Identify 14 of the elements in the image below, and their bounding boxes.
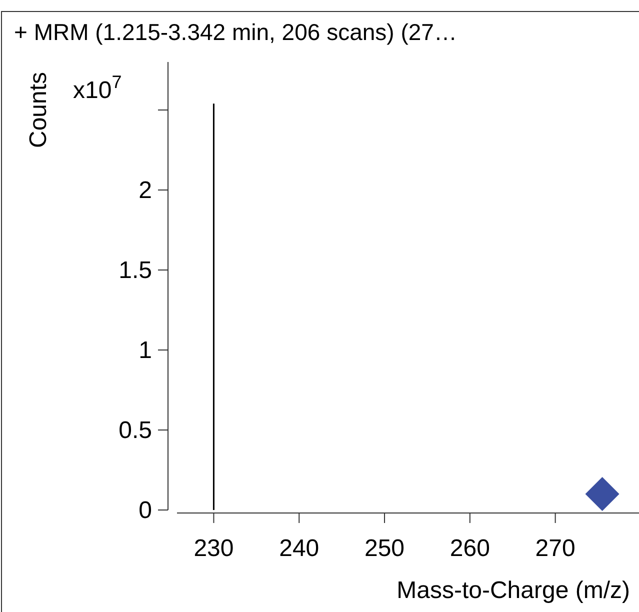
y-tick-label: 2 xyxy=(138,177,152,204)
text: x10$^{7}$ xyxy=(73,72,122,104)
x-tick-label: 270 xyxy=(535,535,576,562)
y-axis-title: Counts xyxy=(25,72,52,148)
x-tick-label: 230 xyxy=(194,535,234,562)
y-tick-label: 0 xyxy=(138,497,152,524)
x-tick-label: 250 xyxy=(364,535,405,562)
y-tick-label: 1.5 xyxy=(118,257,152,284)
x-tick-label: 240 xyxy=(279,535,320,562)
chart-title: + MRM (1.215-3.342 min, 206 scans) (27… xyxy=(14,19,457,45)
y-tick-label: 1 xyxy=(138,337,152,364)
x-tick-label: 260 xyxy=(450,535,490,562)
x-axis-title: Mass-to-Charge (m/z) xyxy=(396,577,630,604)
y-tick-label: 0.5 xyxy=(118,417,152,444)
